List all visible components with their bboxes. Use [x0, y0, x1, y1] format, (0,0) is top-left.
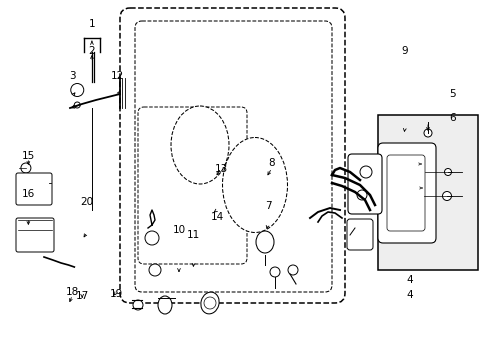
- Ellipse shape: [222, 138, 287, 233]
- Ellipse shape: [158, 296, 172, 314]
- Ellipse shape: [256, 231, 273, 253]
- Text: 4: 4: [406, 275, 412, 285]
- Ellipse shape: [201, 292, 219, 314]
- Text: 20: 20: [81, 197, 93, 207]
- Text: 19: 19: [109, 289, 123, 300]
- Circle shape: [133, 300, 142, 310]
- Text: 17: 17: [75, 291, 89, 301]
- Circle shape: [74, 102, 80, 108]
- FancyBboxPatch shape: [346, 219, 372, 250]
- Text: 12: 12: [110, 71, 124, 81]
- FancyBboxPatch shape: [386, 155, 424, 231]
- Text: 15: 15: [21, 150, 35, 161]
- Text: 5: 5: [448, 89, 455, 99]
- Circle shape: [359, 166, 371, 178]
- Text: 2: 2: [88, 46, 95, 56]
- FancyBboxPatch shape: [138, 107, 246, 264]
- Text: 9: 9: [401, 46, 407, 56]
- Circle shape: [442, 192, 450, 201]
- Circle shape: [71, 84, 83, 96]
- Text: 16: 16: [21, 189, 35, 199]
- Text: 6: 6: [448, 113, 455, 123]
- FancyBboxPatch shape: [135, 21, 331, 292]
- Text: 18: 18: [65, 287, 79, 297]
- Text: 3: 3: [69, 71, 76, 81]
- FancyBboxPatch shape: [16, 218, 54, 252]
- Circle shape: [203, 297, 216, 309]
- Circle shape: [356, 190, 366, 200]
- FancyBboxPatch shape: [120, 8, 345, 303]
- Circle shape: [145, 231, 159, 245]
- Text: 11: 11: [186, 230, 200, 240]
- Text: 8: 8: [268, 158, 275, 168]
- Text: 13: 13: [214, 164, 227, 174]
- Circle shape: [423, 129, 431, 137]
- Text: 7: 7: [264, 201, 271, 211]
- FancyBboxPatch shape: [16, 173, 52, 205]
- Circle shape: [149, 264, 161, 276]
- Circle shape: [444, 168, 450, 176]
- Text: 10: 10: [172, 225, 185, 235]
- Ellipse shape: [171, 106, 228, 184]
- Circle shape: [287, 265, 297, 275]
- Bar: [377, 115, 477, 270]
- Circle shape: [269, 267, 280, 277]
- Circle shape: [21, 163, 31, 173]
- FancyBboxPatch shape: [347, 154, 381, 214]
- Text: 14: 14: [210, 212, 224, 222]
- Text: 4: 4: [406, 290, 412, 300]
- FancyBboxPatch shape: [377, 143, 435, 243]
- Text: 1: 1: [88, 19, 95, 30]
